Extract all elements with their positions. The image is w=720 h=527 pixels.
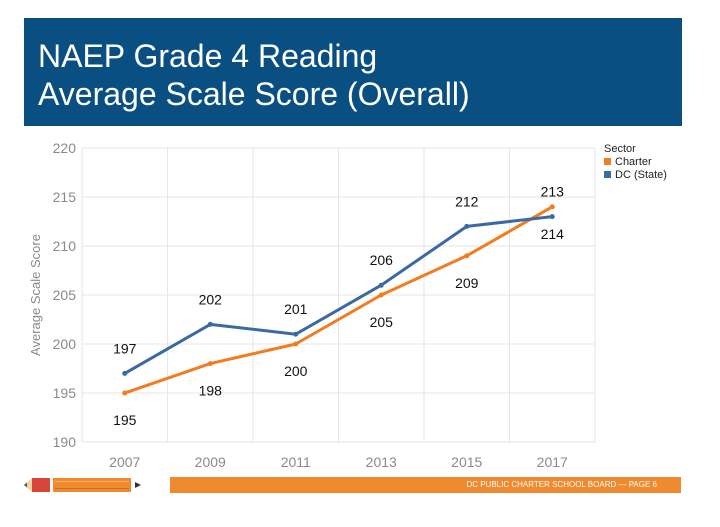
legend-title: Sector (604, 143, 636, 155)
data-label: 198 (199, 383, 223, 399)
x-tick-label: 2009 (195, 454, 226, 470)
data-point (549, 204, 555, 210)
y-tick-label: 220 (53, 140, 77, 156)
data-point (378, 292, 384, 298)
legend-label: Charter (615, 156, 652, 168)
data-point (293, 331, 299, 337)
data-point (207, 361, 213, 367)
y-tick-label: 195 (53, 385, 77, 401)
series-line (123, 215, 554, 375)
x-tick-label: 2017 (537, 454, 568, 470)
data-label: 209 (455, 275, 479, 291)
data-label: 206 (370, 252, 394, 268)
data-point (464, 223, 470, 229)
data-label: 212 (455, 193, 479, 209)
data-label: 205 (370, 314, 394, 330)
slide-title-line1: NAEP Grade 4 Reading (38, 38, 378, 74)
pencil-icon (24, 478, 141, 492)
x-tick-label: 2015 (451, 454, 482, 470)
x-tick-label: 2007 (109, 454, 140, 470)
data-label: 202 (199, 291, 223, 307)
data-label: 213 (541, 184, 565, 200)
data-label: 200 (284, 363, 308, 379)
legend-label: DC (State) (615, 169, 667, 181)
footer-text: DC PUBLIC CHARTER SCHOOL BOARD — PAGE 6 (466, 480, 657, 489)
legend-swatch (604, 158, 611, 165)
data-label: 195 (113, 412, 137, 428)
data-point (293, 341, 299, 347)
y-tick-label: 205 (53, 287, 77, 303)
data-label: 214 (541, 226, 565, 242)
y-axis-title: Average Scale Score (28, 234, 43, 356)
y-tick-label: 210 (53, 238, 77, 254)
x-tick-label: 2011 (281, 454, 311, 470)
data-point (122, 390, 128, 396)
data-label: 201 (284, 301, 308, 317)
data-point (207, 321, 213, 327)
slide-title-line2: Average Scale Score (Overall) (38, 76, 470, 112)
data-point (549, 214, 555, 220)
x-tick-label: 2013 (366, 454, 397, 470)
footer-bar: DC PUBLIC CHARTER SCHOOL BOARD — PAGE 6 (170, 477, 681, 493)
title-banner: NAEP Grade 4 Reading Average Scale Score… (24, 18, 682, 126)
legend-swatch (604, 171, 611, 178)
data-point (122, 370, 128, 376)
y-tick-label: 215 (53, 189, 77, 205)
series-line (123, 205, 554, 395)
line-chart: 190 195 200 205 210 215 220 2007 2009 2011 2013 201… (28, 140, 667, 470)
y-tick-label: 200 (53, 336, 77, 352)
y-tick-label: 190 (53, 434, 77, 450)
data-point (464, 253, 470, 259)
data-label: 197 (113, 340, 137, 356)
data-point (378, 282, 384, 288)
